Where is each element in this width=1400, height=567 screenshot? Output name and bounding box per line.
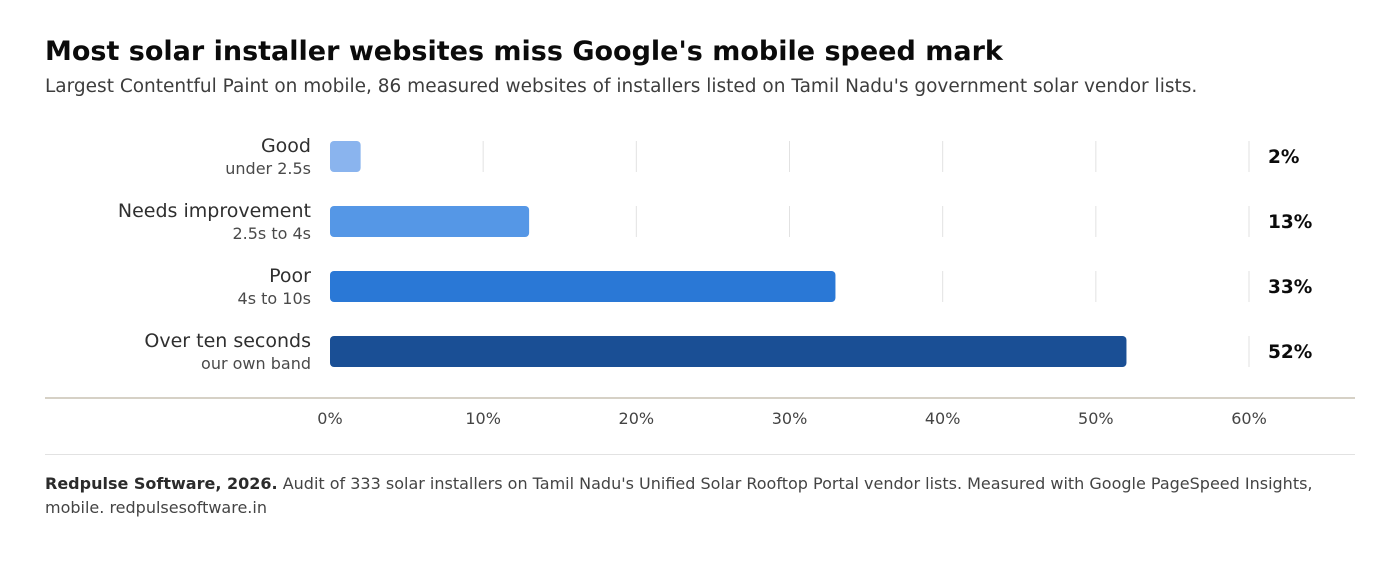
category-note: 2.5s to 4s xyxy=(232,224,311,243)
footer-text: Audit of 333 solar installers on Tamil N… xyxy=(45,474,1313,517)
bar-good xyxy=(330,141,361,172)
bars xyxy=(330,141,1127,367)
x-tick-label: 60% xyxy=(1231,409,1267,428)
category-note: 4s to 10s xyxy=(238,289,311,308)
footer-source: Redpulse Software, 2026. xyxy=(45,474,278,493)
category-label: Poor xyxy=(269,265,311,287)
footer-note: Redpulse Software, 2026. Audit of 333 so… xyxy=(45,472,1345,520)
value-label: 52% xyxy=(1268,342,1312,363)
x-tick-label: 50% xyxy=(1078,409,1114,428)
bar-over-ten-seconds xyxy=(330,336,1127,367)
category-label: Good xyxy=(261,135,311,157)
x-tick-label: 30% xyxy=(772,409,808,428)
bar-poor xyxy=(330,271,836,302)
x-tick-label: 20% xyxy=(619,409,655,428)
value-label: 2% xyxy=(1268,147,1299,168)
value-labels: 2% 13% 33% 52% xyxy=(1268,147,1312,363)
value-label: 33% xyxy=(1268,277,1312,298)
x-tick-label: 0% xyxy=(317,409,342,428)
x-tick-label: 40% xyxy=(925,409,961,428)
category-label: Over ten seconds xyxy=(144,330,311,352)
category-note: under 2.5s xyxy=(225,159,311,178)
category-label: Needs improvement xyxy=(118,200,311,222)
gridlines xyxy=(482,141,1250,367)
category-labels: Good under 2.5s Needs improvement 2.5s to 4… xyxy=(118,135,311,373)
chart-title: Most solar installer websites miss Googl… xyxy=(45,36,1003,67)
x-axis-ticks: 0% 10% 20% 30% 40% 50% 60% xyxy=(317,409,1266,428)
bar-needs-improvement xyxy=(330,206,530,237)
chart-subtitle: Largest Contentful Paint on mobile, 86 m… xyxy=(45,76,1198,97)
category-note: our own band xyxy=(201,354,311,373)
value-label: 13% xyxy=(1268,212,1312,233)
x-tick-label: 10% xyxy=(465,409,501,428)
footer-divider xyxy=(45,454,1355,455)
